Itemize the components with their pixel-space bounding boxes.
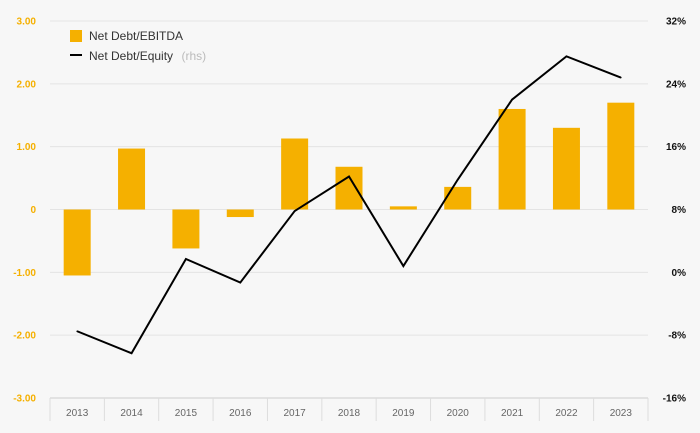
legend-label-net-debt-equity: Net Debt/Equity (rhs) [89,47,206,64]
x-tick-label: 2021 [501,408,524,419]
x-tick-label: 2019 [392,408,415,419]
y-left-tick-label: -2.00 [13,331,36,342]
line-point-2021 [511,98,513,101]
x-tick-label: 2016 [229,408,252,419]
bar-2017 [281,138,309,210]
legend-label-rhs-note: (rhs) [182,49,207,63]
line-point-2017 [293,210,296,212]
bar-2023 [607,102,635,210]
y-left-tick-label: 1.00 [17,142,37,153]
y-axis-left: 3.00 2.00 1.00 0 -1.00 -2.00 -3.00 [13,17,36,405]
y-right-tick-label: 32% [666,17,686,28]
y-left-tick-label: -3.00 [13,394,36,405]
y-right-tick-label: -16% [663,394,686,405]
x-tick-label: 2018 [338,408,361,419]
line-point-2023 [620,76,622,79]
line-point-2014 [130,352,133,355]
legend: Net Debt/EBITDA Net Debt/Equity (rhs) [70,29,206,64]
y-right-tick-label: 0% [672,268,687,279]
bar-2018 [335,166,363,210]
bar-2016 [226,209,254,218]
line-point-2018 [348,175,350,178]
y-left-tick-label: -1.00 [13,268,36,279]
line-point-2013 [76,330,78,333]
bar-2015 [172,209,200,249]
bar-2021 [498,108,526,210]
bar-series-net-debt-ebitda [63,102,635,276]
legend-label-net-debt-ebitda: Net Debt/EBITDA [89,29,183,43]
legend-bar-swatch [70,30,82,42]
x-tick-label: 2014 [120,408,143,419]
x-tick-label: 2015 [175,408,198,419]
y-right-tick-label: 24% [666,79,686,90]
y-left-tick-label: 3.00 [17,17,37,28]
y-right-tick-label: 8% [672,205,687,216]
line-point-2019 [402,265,405,267]
x-tick-label: 2023 [610,408,633,419]
y-axis-right: 32% 24% 16% 8% 0% -8% -16% [663,17,686,405]
line-series-net-debt-equity [76,55,622,355]
line-point-2022 [565,55,568,58]
y-right-tick-label: 16% [666,142,686,153]
bar-2019 [389,206,417,210]
x-axis: 2013 2014 2015 2016 2017 2018 2019 2020 2021 2022… [49,397,649,421]
line-point-2015 [185,258,187,260]
bar-2020 [444,186,472,210]
line-point-2020 [456,178,459,181]
x-tick-label: 2017 [284,408,307,419]
bar-2014 [118,148,146,210]
legend-label-net-debt-equity-name: Net Debt/Equity [89,49,173,63]
y-left-tick-label: 0 [30,205,36,216]
y-right-tick-label: -8% [668,331,686,342]
gridlines [50,20,648,336]
line-point-2016 [239,281,242,284]
x-tick-label: 2020 [447,408,470,419]
x-tick-label: 2022 [555,408,578,419]
bar-2013 [63,209,91,276]
x-tick-label: 2013 [66,408,89,419]
y-left-tick-label: 2.00 [17,79,37,90]
bar-2022 [552,127,580,210]
